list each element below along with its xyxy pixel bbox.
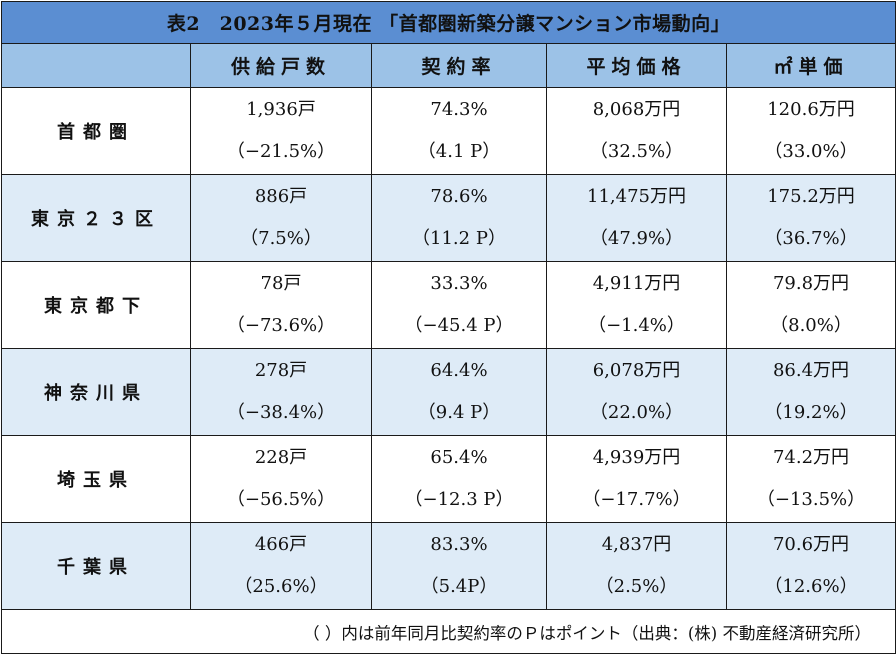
header-row: 供給戸数 契約率 平均価格 ㎡単価 bbox=[1, 43, 896, 88]
supply-change: （−56.5%） bbox=[226, 489, 336, 510]
unit-change: （−13.5%） bbox=[756, 489, 866, 510]
table-row: 千葉県 466戸 （25.6%） 83.3% （5.4P） 4,837円 （2.5%）… bbox=[1, 522, 896, 610]
unit-cell: 86.4万円 （19.2%） bbox=[726, 348, 896, 436]
price-value: 11,475万円 bbox=[587, 186, 686, 207]
supply-change: （−21.5%） bbox=[226, 141, 336, 162]
rate-change: （−45.4 P） bbox=[404, 315, 514, 336]
price-cell: 4,911万円 （−1.4%） bbox=[546, 261, 727, 349]
rate-value: 65.4% bbox=[430, 447, 488, 468]
rate-cell: 78.6% （11.2 P） bbox=[371, 174, 547, 262]
unit-value: 70.6万円 bbox=[772, 534, 850, 555]
row-label: 首都圏 bbox=[1, 87, 191, 175]
supply-value: 886戸 bbox=[254, 186, 308, 207]
price-cell: 8,068万円 （32.5%） bbox=[546, 87, 727, 175]
header-avg-price: 平均価格 bbox=[546, 43, 727, 88]
header-unit-price: ㎡単価 bbox=[726, 43, 896, 88]
unit-change: （12.6%） bbox=[764, 576, 858, 597]
price-cell: 4,837円 （2.5%） bbox=[546, 522, 727, 610]
unit-value: 175.2万円 bbox=[767, 186, 855, 207]
rate-cell: 64.4% （9.4 P） bbox=[371, 348, 547, 436]
rate-change: （−12.3 P） bbox=[404, 489, 514, 510]
rate-change: （4.1 P） bbox=[417, 141, 501, 162]
price-value: 6,078万円 bbox=[592, 360, 681, 381]
price-value: 4,911万円 bbox=[592, 273, 681, 294]
price-value: 8,068万円 bbox=[592, 99, 681, 120]
supply-value: 1,936戸 bbox=[246, 99, 316, 120]
row-label: 東京都下 bbox=[1, 261, 191, 349]
price-change: （−1.4%） bbox=[588, 315, 685, 336]
row-label: 千葉県 bbox=[1, 522, 191, 610]
rate-change: （9.4 P） bbox=[417, 402, 501, 423]
price-value: 4,837円 bbox=[601, 534, 672, 555]
rate-cell: 65.4% （−12.3 P） bbox=[371, 435, 547, 523]
supply-change: （25.6%） bbox=[234, 576, 328, 597]
price-value: 4,939万円 bbox=[592, 447, 681, 468]
supply-value: 228戸 bbox=[254, 447, 308, 468]
table-title: 表2 2023年５月現在 「首都圏新築分譲マンション市場動向」 bbox=[1, 1, 896, 44]
unit-cell: 79.8万円 （8.0%） bbox=[726, 261, 896, 349]
header-contract-rate: 契約率 bbox=[371, 43, 547, 88]
rate-change: （11.2 P） bbox=[412, 228, 506, 249]
rate-value: 74.3% bbox=[430, 99, 488, 120]
row-label: 埼玉県 bbox=[1, 435, 191, 523]
table-row: 首都圏 1,936戸 （−21.5%） 74.3% （4.1 P） 8,068万円 （… bbox=[1, 87, 896, 175]
rate-value: 83.3% bbox=[430, 534, 488, 555]
unit-change: （8.0%） bbox=[770, 315, 852, 336]
unit-cell: 74.2万円 （−13.5%） bbox=[726, 435, 896, 523]
supply-cell: 78戸 （−73.6%） bbox=[190, 261, 372, 349]
supply-change: （7.5%） bbox=[240, 228, 322, 249]
rate-cell: 33.3% （−45.4 P） bbox=[371, 261, 547, 349]
unit-cell: 70.6万円 （12.6%） bbox=[726, 522, 896, 610]
rate-value: 33.3% bbox=[430, 273, 488, 294]
supply-value: 278戸 bbox=[254, 360, 308, 381]
supply-cell: 466戸 （25.6%） bbox=[190, 522, 372, 610]
price-change: （2.5%） bbox=[595, 576, 678, 597]
rate-change: （5.4P） bbox=[420, 576, 498, 597]
unit-change: （36.7%） bbox=[764, 228, 858, 249]
supply-change: （−73.6%） bbox=[226, 315, 336, 336]
rate-cell: 74.3% （4.1 P） bbox=[371, 87, 547, 175]
price-cell: 6,078万円 （22.0%） bbox=[546, 348, 727, 436]
price-change: （22.0%） bbox=[589, 402, 684, 423]
supply-cell: 886戸 （7.5%） bbox=[190, 174, 372, 262]
unit-value: 79.8万円 bbox=[772, 273, 850, 294]
supply-cell: 228戸 （−56.5%） bbox=[190, 435, 372, 523]
rate-value: 64.4% bbox=[430, 360, 488, 381]
table-row: 東京２３区 886戸 （7.5%） 78.6% （11.2 P） 11,475万円 （… bbox=[1, 174, 896, 262]
unit-change: （33.0%） bbox=[764, 141, 858, 162]
row-label: 神奈川県 bbox=[1, 348, 191, 436]
rate-cell: 83.3% （5.4P） bbox=[371, 522, 547, 610]
price-cell: 11,475万円 （47.9%） bbox=[546, 174, 727, 262]
table-row: 埼玉県 228戸 （−56.5%） 65.4% （−12.3 P） 4,939万円 （… bbox=[1, 435, 896, 523]
price-cell: 4,939万円 （−17.7%） bbox=[546, 435, 727, 523]
rate-value: 78.6% bbox=[430, 186, 488, 207]
unit-value: 74.2万円 bbox=[772, 447, 850, 468]
price-change: （32.5%） bbox=[589, 141, 684, 162]
supply-cell: 278戸 （−38.4%） bbox=[190, 348, 372, 436]
table-row: 神奈川県 278戸 （−38.4%） 64.4% （9.4 P） 6,078万円 （2… bbox=[1, 348, 896, 436]
unit-change: （19.2%） bbox=[764, 402, 858, 423]
table-row: 東京都下 78戸 （−73.6%） 33.3% （−45.4 P） 4,911万円 （… bbox=[1, 261, 896, 349]
header-corner bbox=[1, 43, 191, 88]
footnote: （ ）内は前年同月比契約率のＰはポイント（出典：(株) 不動産経済研究所） bbox=[1, 609, 896, 654]
title-row: 表2 2023年５月現在 「首都圏新築分譲マンション市場動向」 bbox=[1, 1, 896, 44]
supply-change: （−38.4%） bbox=[226, 402, 336, 423]
supply-value: 78戸 bbox=[260, 273, 302, 294]
supply-cell: 1,936戸 （−21.5%） bbox=[190, 87, 372, 175]
footnote-row: （ ）内は前年同月比契約率のＰはポイント（出典：(株) 不動産経済研究所） bbox=[1, 609, 896, 654]
row-label: 東京２３区 bbox=[1, 174, 191, 262]
unit-value: 86.4万円 bbox=[772, 360, 850, 381]
supply-value: 466戸 bbox=[254, 534, 308, 555]
unit-value: 120.6万円 bbox=[767, 99, 855, 120]
price-change: （47.9%） bbox=[589, 228, 684, 249]
unit-cell: 120.6万円 （33.0%） bbox=[726, 87, 896, 175]
price-change: （−17.7%） bbox=[582, 489, 691, 510]
unit-cell: 175.2万円 （36.7%） bbox=[726, 174, 896, 262]
header-supply: 供給戸数 bbox=[190, 43, 372, 88]
